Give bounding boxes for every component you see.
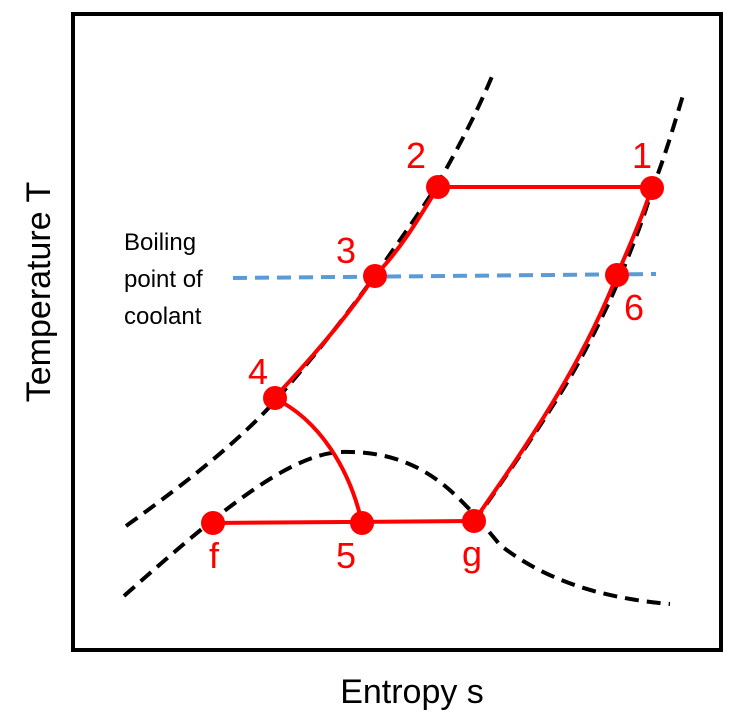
point-3-label: 3 <box>336 230 356 271</box>
point-5-label: 5 <box>336 535 356 576</box>
point-2-label: 2 <box>406 135 426 176</box>
point-g-label: g <box>462 533 482 574</box>
point-g-marker <box>462 509 486 533</box>
point-2-marker <box>426 175 450 199</box>
segment-4-5 <box>273 396 364 524</box>
point-1-marker <box>640 176 664 200</box>
y-axis-label: Temperature T <box>20 182 58 402</box>
segment-f-g <box>212 519 475 525</box>
point-f-marker <box>201 511 225 535</box>
boiling-point-line <box>232 272 657 280</box>
boiling-note-line2: point of <box>124 266 203 293</box>
point-4-marker <box>263 386 287 410</box>
point-4-label: 4 <box>248 351 268 392</box>
vapor-dome-curve <box>122 449 671 606</box>
plot-frame <box>71 12 723 652</box>
point-5-marker <box>350 511 374 535</box>
point-f-label: f <box>209 535 220 576</box>
segment-g-6 <box>472 274 619 523</box>
segment-6-1 <box>615 186 654 276</box>
point-6-label: 6 <box>624 287 644 328</box>
right-isobar-curve <box>472 91 686 524</box>
point-3-marker <box>363 264 387 288</box>
point-6-marker <box>605 263 629 287</box>
cycle-points <box>201 175 664 535</box>
point-1-label: 1 <box>632 135 652 176</box>
segment-3-4 <box>272 275 376 400</box>
x-axis-label: Entropy s <box>340 673 484 711</box>
boiling-note-line1: Boiling <box>124 229 196 256</box>
boiling-note-line3: coolant <box>124 303 202 330</box>
